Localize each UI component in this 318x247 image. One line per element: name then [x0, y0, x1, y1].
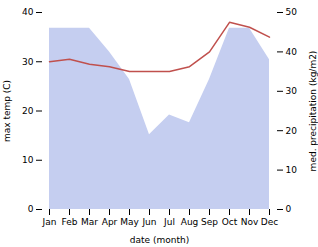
svg-text:Jan: Jan	[42, 217, 57, 227]
svg-text:date (month): date (month)	[130, 235, 189, 245]
svg-text:Aug: Aug	[181, 217, 199, 227]
svg-text:0: 0	[28, 204, 34, 214]
svg-text:20: 20	[22, 106, 34, 116]
svg-text:max temp (C): max temp (C)	[2, 80, 12, 142]
svg-text:May: May	[120, 217, 139, 227]
svg-text:Dec: Dec	[261, 217, 278, 227]
svg-text:30: 30	[286, 86, 298, 96]
svg-text:40: 40	[22, 7, 34, 17]
svg-text:40: 40	[286, 47, 298, 57]
svg-text:30: 30	[22, 57, 34, 67]
svg-text:10: 10	[286, 165, 298, 175]
svg-text:Mar: Mar	[81, 217, 98, 227]
svg-text:Oct: Oct	[222, 217, 238, 227]
svg-text:Feb: Feb	[62, 217, 78, 227]
svg-text:20: 20	[286, 126, 298, 136]
svg-text:Jun: Jun	[141, 217, 156, 227]
svg-text:Apr: Apr	[102, 217, 118, 227]
svg-text:10: 10	[22, 155, 34, 165]
svg-text:0: 0	[286, 204, 292, 214]
svg-text:Jul: Jul	[163, 217, 175, 227]
svg-text:50: 50	[286, 7, 298, 17]
svg-text:med. precipitation (kg/m2): med. precipitation (kg/m2)	[308, 51, 318, 172]
svg-text:Sep: Sep	[201, 217, 218, 227]
svg-text:Nov: Nov	[241, 217, 259, 227]
